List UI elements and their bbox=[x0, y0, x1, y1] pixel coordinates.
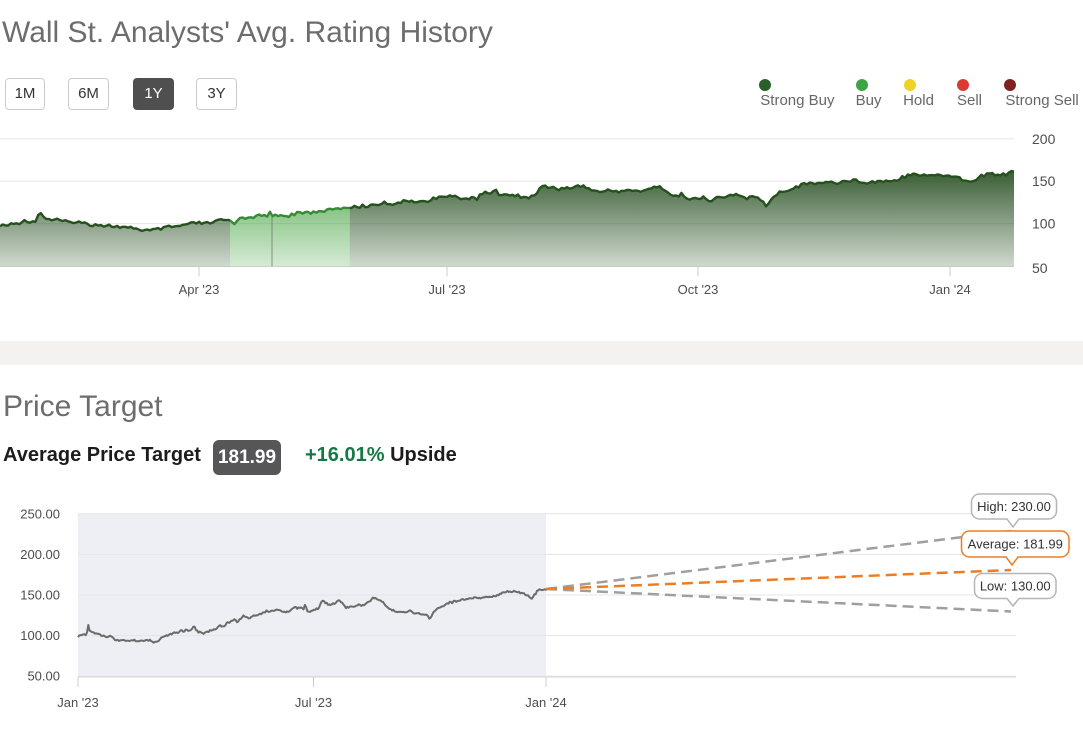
svg-text:High: 230.00: High: 230.00 bbox=[977, 499, 1051, 514]
svg-text:200.00: 200.00 bbox=[20, 547, 60, 562]
svg-text:Jan '23: Jan '23 bbox=[57, 695, 99, 710]
svg-text:Jul '23: Jul '23 bbox=[295, 695, 332, 710]
svg-text:200: 200 bbox=[1032, 131, 1056, 147]
svg-text:Low: 130.00: Low: 130.00 bbox=[980, 579, 1051, 594]
svg-text:150.00: 150.00 bbox=[20, 588, 60, 603]
svg-text:Jan '24: Jan '24 bbox=[929, 282, 971, 297]
svg-text:50: 50 bbox=[1032, 260, 1048, 276]
svg-text:50.00: 50.00 bbox=[27, 669, 60, 684]
svg-text:Oct '23: Oct '23 bbox=[678, 282, 719, 297]
svg-text:Jul '23: Jul '23 bbox=[428, 282, 465, 297]
svg-text:Jan '24: Jan '24 bbox=[525, 695, 567, 710]
svg-text:100: 100 bbox=[1032, 216, 1056, 232]
svg-text:Apr '23: Apr '23 bbox=[179, 282, 220, 297]
svg-text:150: 150 bbox=[1032, 173, 1056, 189]
svg-text:250.00: 250.00 bbox=[20, 506, 60, 521]
svg-text:100.00: 100.00 bbox=[20, 628, 60, 643]
svg-text:Average: 181.99: Average: 181.99 bbox=[968, 537, 1063, 552]
